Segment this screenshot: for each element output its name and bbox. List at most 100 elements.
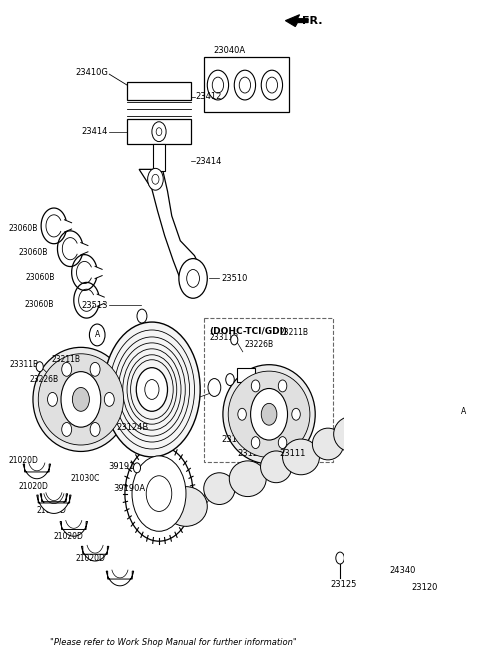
Polygon shape [257, 462, 268, 487]
Text: A: A [95, 330, 100, 340]
Text: 23226B: 23226B [30, 375, 59, 384]
Text: 23060B: 23060B [25, 273, 55, 282]
Bar [237, 368, 255, 382]
Circle shape [207, 70, 228, 100]
Ellipse shape [334, 417, 371, 452]
Ellipse shape [33, 348, 129, 451]
Text: 23311B: 23311B [10, 360, 39, 369]
Text: 23510: 23510 [221, 274, 248, 283]
Ellipse shape [165, 487, 207, 526]
Circle shape [145, 380, 159, 399]
Polygon shape [60, 522, 87, 536]
Text: 21020D: 21020D [54, 532, 84, 541]
Ellipse shape [38, 353, 123, 445]
Text: 39190A: 39190A [113, 484, 145, 493]
Circle shape [133, 463, 141, 473]
Circle shape [396, 536, 406, 550]
Text: 39191: 39191 [108, 463, 134, 471]
Circle shape [252, 380, 260, 392]
Bar [127, 119, 191, 144]
Ellipse shape [312, 428, 344, 460]
Circle shape [72, 388, 89, 411]
Circle shape [89, 324, 105, 346]
Circle shape [266, 77, 277, 93]
Circle shape [231, 335, 238, 345]
Text: 21020D: 21020D [37, 506, 67, 515]
Circle shape [261, 70, 283, 100]
Circle shape [292, 408, 300, 420]
Circle shape [261, 403, 277, 425]
Polygon shape [23, 464, 50, 479]
Text: 23124B: 23124B [116, 422, 149, 432]
Circle shape [238, 408, 246, 420]
Circle shape [208, 378, 221, 396]
Circle shape [125, 446, 193, 541]
Text: 23060B: 23060B [9, 224, 38, 233]
Circle shape [146, 476, 172, 511]
Circle shape [278, 437, 287, 449]
Ellipse shape [362, 405, 393, 437]
Circle shape [104, 392, 114, 406]
Text: 23412: 23412 [195, 93, 222, 101]
Polygon shape [284, 451, 292, 475]
Text: 23060B: 23060B [18, 248, 48, 257]
Polygon shape [197, 484, 212, 516]
Ellipse shape [382, 394, 416, 428]
Circle shape [90, 422, 100, 436]
Text: 23060B: 23060B [24, 300, 53, 309]
Text: 23410G: 23410G [75, 68, 108, 77]
Bar [400, 402, 432, 420]
Text: 21020D: 21020D [75, 554, 105, 562]
Polygon shape [361, 417, 370, 443]
Circle shape [239, 77, 251, 93]
Text: 23211B: 23211B [51, 355, 80, 364]
Polygon shape [310, 440, 320, 466]
Polygon shape [106, 571, 133, 586]
Text: 21020D: 21020D [18, 482, 48, 491]
Text: A: A [461, 407, 466, 416]
Text: 23040A: 23040A [213, 46, 245, 55]
Text: 23125: 23125 [331, 580, 357, 589]
Circle shape [104, 322, 200, 457]
Bar [204, 318, 333, 462]
Circle shape [90, 363, 100, 376]
Circle shape [152, 122, 166, 142]
Text: 24340: 24340 [390, 566, 416, 576]
Text: 23120: 23120 [411, 583, 437, 593]
Polygon shape [336, 429, 343, 452]
Ellipse shape [283, 439, 320, 475]
Circle shape [36, 362, 43, 372]
Polygon shape [139, 170, 202, 290]
Circle shape [62, 422, 72, 436]
Polygon shape [227, 473, 239, 497]
Circle shape [212, 77, 224, 93]
Bar [127, 82, 191, 100]
Text: 23126A: 23126A [221, 434, 254, 443]
Circle shape [61, 372, 101, 427]
Text: 23414: 23414 [82, 127, 108, 136]
Circle shape [226, 374, 234, 386]
Text: 23127B: 23127B [237, 449, 269, 459]
Circle shape [234, 70, 255, 100]
Circle shape [136, 368, 168, 411]
Circle shape [252, 437, 260, 449]
Text: (DOHC-TCI/GDI): (DOHC-TCI/GDI) [209, 327, 288, 336]
Circle shape [179, 259, 207, 298]
Circle shape [456, 401, 471, 421]
Circle shape [187, 269, 200, 287]
Ellipse shape [261, 451, 292, 483]
Text: 23111: 23111 [280, 449, 306, 459]
Bar [153, 144, 165, 171]
Text: FR.: FR. [302, 16, 323, 26]
Polygon shape [40, 494, 68, 509]
Text: 23226B: 23226B [244, 340, 273, 350]
Polygon shape [385, 406, 391, 429]
Ellipse shape [228, 371, 310, 457]
Polygon shape [82, 547, 109, 561]
Text: "Please refer to Work Shop Manual for further information": "Please refer to Work Shop Manual for fu… [50, 638, 297, 647]
Text: 21030C: 21030C [70, 474, 100, 483]
Text: 23414: 23414 [195, 157, 222, 166]
Bar [204, 57, 289, 112]
Circle shape [336, 552, 344, 564]
Text: 23311B: 23311B [209, 333, 239, 342]
